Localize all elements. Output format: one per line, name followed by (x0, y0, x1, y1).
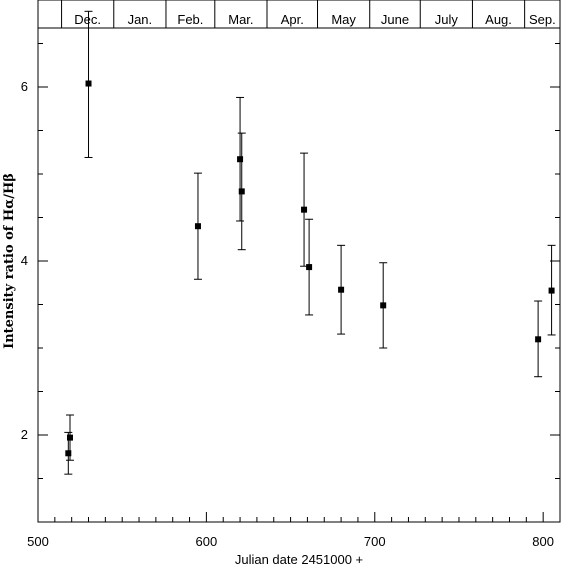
data-point (305, 218, 314, 316)
month-label: Feb. (177, 12, 203, 27)
point-marker (301, 206, 308, 213)
month-label: Aug. (485, 12, 512, 27)
x-tick-label: 800 (532, 534, 554, 549)
month-label: July (435, 12, 459, 27)
y-tick-label: 6 (21, 79, 28, 94)
point-marker (338, 286, 345, 293)
point-marker (238, 188, 245, 195)
data-layer (64, 10, 556, 475)
data-point (534, 300, 543, 378)
month-label: June (381, 12, 409, 27)
month-band: Dec. Jan. Feb. Mar. Apr. May June July Aug. Sep. (38, 0, 560, 29)
x-tick-label: 600 (196, 534, 218, 549)
point-marker (85, 80, 92, 87)
month-label: Dec. (74, 12, 101, 27)
point-marker (380, 302, 387, 309)
data-point (84, 10, 93, 158)
y-axis: 2 4 6 (21, 43, 560, 479)
y-tick-label: 2 (21, 427, 28, 442)
month-label: Apr. (281, 12, 304, 27)
x-axis: 500 600 700 800 (27, 512, 561, 549)
point-marker (194, 223, 201, 230)
month-label: May (331, 12, 356, 27)
y-tick-label: 4 (21, 253, 28, 268)
data-point (379, 262, 388, 349)
point-marker (535, 336, 542, 343)
data-point (547, 244, 556, 336)
point-marker (237, 156, 244, 163)
point-marker (66, 434, 73, 441)
data-point (300, 152, 309, 267)
month-label: Sep. (529, 12, 556, 27)
month-label: Mar. (228, 12, 253, 27)
point-marker (548, 287, 555, 294)
x-axis-title: Julian date 2451000 + (235, 552, 363, 567)
month-label: Jan. (128, 12, 153, 27)
data-point (65, 414, 74, 461)
data-point (237, 132, 246, 251)
x-tick-label: 500 (27, 534, 49, 549)
point-marker (306, 264, 313, 271)
data-point (193, 172, 202, 280)
data-point (236, 96, 245, 222)
y-axis-title: Intensity ratio of Hα/Hβ (2, 173, 17, 349)
plot-frame (37, 0, 561, 523)
data-point (337, 244, 346, 335)
point-marker (65, 450, 72, 457)
x-tick-label: 700 (364, 534, 386, 549)
